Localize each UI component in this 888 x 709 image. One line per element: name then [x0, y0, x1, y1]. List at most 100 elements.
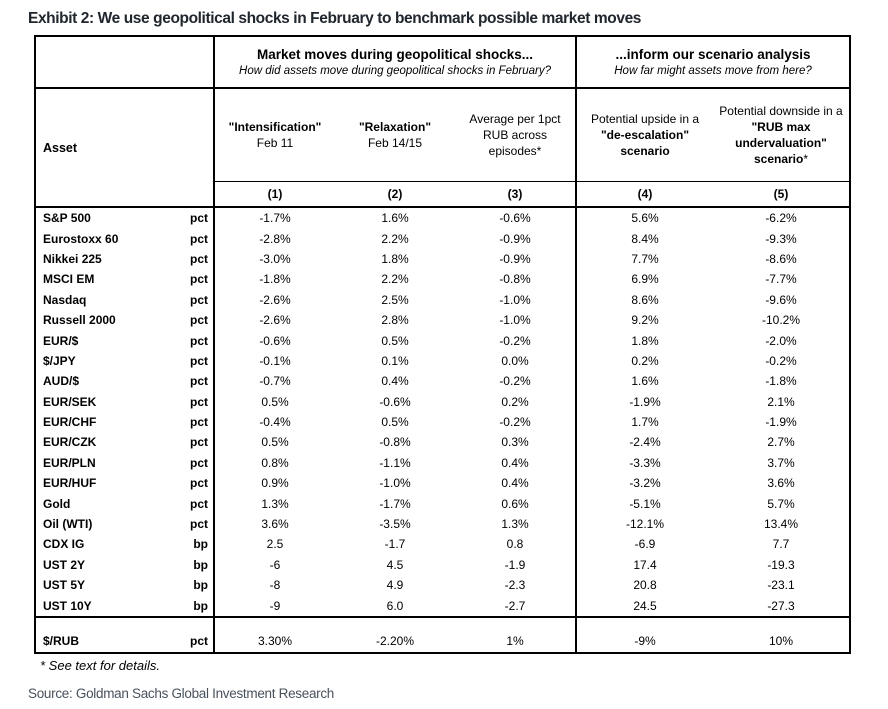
value-cell: -9.6%	[765, 292, 797, 307]
value-cell: -0.8%	[455, 269, 577, 290]
value-cell: -2.8%	[259, 231, 291, 246]
value-cell: -5.1%	[629, 496, 661, 511]
value-cell: -1.7%	[379, 496, 411, 511]
asset-label: EUR/CZK	[43, 435, 97, 450]
value-cell: -8.6%	[765, 251, 797, 266]
value-cell: -1.0%	[379, 476, 411, 491]
asset-cell: $/JPY pct	[35, 350, 215, 372]
asset-label: UST 2Y	[43, 557, 86, 572]
value-cell: -0.7%	[259, 374, 291, 389]
value-cell: -3.3%	[629, 455, 661, 470]
unit-label: bp	[193, 578, 208, 593]
asset-cell: UST 10Y bp	[35, 595, 215, 617]
value-cell: 7.7	[772, 537, 790, 552]
footnote-asterisk: *	[803, 152, 809, 167]
value-cell: -1.1%	[379, 455, 411, 470]
column-header-plain: Average per 1pct RUB across episodes*	[469, 111, 561, 159]
asset-cell: MSCI EM pct	[35, 269, 215, 290]
value-cell: -1.7%	[259, 211, 291, 226]
unit-label: pct	[190, 476, 208, 491]
table-row: EUR/$ pct -0.6% 0.5% -0.2% 1.8% -2.0%	[35, 330, 850, 351]
column-number: (2)	[335, 181, 455, 208]
column-header-rub-max-undervaluation: Potential downside in a "RUB max underva…	[713, 88, 850, 182]
unit-label: pct	[190, 251, 208, 266]
unit-label: pct	[190, 231, 208, 246]
column-number: (3)	[455, 181, 577, 208]
table-row: CDX IG bp 2.5 -1.7 0.8 -6.9 7.7	[35, 534, 850, 555]
table-row: EUR/SEK pct 0.5% -0.6% 0.2% -1.9% 2.1%	[35, 391, 850, 412]
value-cell: -1.0%	[455, 309, 577, 331]
table-row: Eurostoxx 60 pct -2.8% 2.2% -0.9% 8.4% -9.3%	[35, 228, 850, 249]
value-cell: 0.5%	[261, 435, 289, 450]
column-header-de-escalation: Potential upside in a "de-escalation" sc…	[576, 88, 713, 182]
asset-label: Gold	[43, 496, 71, 511]
unit-label: bp	[193, 537, 208, 552]
asset-cell: $/RUB pct	[35, 629, 215, 653]
value-cell: -27.3	[767, 598, 795, 613]
column-header-bold: "Intensification"	[228, 119, 322, 134]
column-header-plain: Potential upside in a	[590, 111, 700, 126]
unit-label: pct	[190, 211, 208, 226]
unit-label: pct	[190, 394, 208, 409]
value-cell: 0.0%	[455, 350, 577, 372]
value-cell: -0.6%	[455, 207, 577, 229]
value-cell: -0.9%	[455, 248, 577, 270]
table-row: Russell 2000 pct -2.6% 2.8% -1.0% 9.2% -10.2%	[35, 309, 850, 331]
asset-cell: UST 2Y bp	[35, 554, 215, 576]
unit-label: pct	[190, 435, 208, 450]
asset-label: CDX IG	[43, 537, 85, 552]
asset-cell: EUR/PLN pct	[35, 452, 215, 474]
column-header-plain: Potential downside in a	[719, 103, 843, 118]
value-cell: 0.5%	[381, 333, 409, 348]
asset-cell: Nikkei 225 pct	[35, 248, 215, 270]
value-cell: -1.8%	[765, 374, 797, 389]
value-cell: 1.6%	[381, 211, 409, 226]
value-cell: 3.30%	[257, 633, 293, 648]
group-header-scenario-analysis: ...inform our scenario analysis How far …	[576, 36, 850, 89]
spacer-cell	[713, 615, 850, 630]
value-cell: 0.4%	[381, 374, 409, 389]
spacer-cell	[35, 615, 215, 630]
value-cell: -1.7	[384, 537, 406, 552]
column-header-intensification: "Intensification" Feb 11	[214, 88, 335, 182]
group-title: Market moves during geopolitical shocks.…	[256, 47, 534, 62]
asset-cell: EUR/CHF pct	[35, 411, 215, 433]
value-cell: -0.8%	[379, 435, 411, 450]
table-row: EUR/CHF pct -0.4% 0.5% -0.2% 1.7% -1.9%	[35, 411, 850, 433]
value-cell: -0.2%	[765, 353, 797, 368]
asset-label: UST 5Y	[43, 578, 86, 593]
asset-label: $/JPY	[43, 353, 76, 368]
table-row: UST 10Y bp -9 6.0 -2.7 24.5 -27.3	[35, 595, 850, 617]
asset-label: EUR/HUF	[43, 476, 97, 491]
value-cell: 1.3%	[455, 513, 577, 535]
value-cell: -1.9	[455, 554, 577, 576]
column-number: (5)	[713, 181, 850, 208]
value-cell: -19.3	[767, 557, 795, 572]
column-header-bold: "Relaxation"	[358, 119, 432, 134]
value-cell: 5.6%	[631, 211, 659, 226]
value-cell: -2.6%	[259, 292, 291, 307]
asset-cell: AUD/$ pct	[35, 371, 215, 392]
asset-label: EUR/CHF	[43, 415, 97, 430]
spacer-cell	[455, 615, 577, 630]
value-cell: -0.2%	[455, 411, 577, 433]
value-cell: 0.5%	[381, 415, 409, 430]
table-footnote: * See text for details.	[40, 657, 160, 673]
value-cell: 6.0	[386, 598, 404, 613]
value-cell: -1.8%	[259, 272, 291, 287]
table-row: UST 2Y bp -6 4.5 -1.9 17.4 -19.3	[35, 554, 850, 576]
asset-label: UST 10Y	[43, 598, 92, 613]
group-header-row: Market moves during geopolitical shocks.…	[35, 36, 850, 89]
asset-cell: EUR/HUF pct	[35, 473, 215, 494]
asset-label: EUR/SEK	[43, 394, 97, 409]
asset-label: Eurostoxx 60	[43, 231, 119, 246]
table-row: Gold pct 1.3% -1.7% 0.6% -5.1% 5.7%	[35, 493, 850, 514]
value-cell: -6.2%	[765, 211, 797, 226]
value-cell: -7.7%	[765, 272, 797, 287]
value-cell: -3.5%	[379, 517, 411, 532]
value-cell: -0.2%	[455, 330, 577, 351]
value-cell: -6.9	[634, 537, 656, 552]
value-cell: 20.8	[633, 578, 657, 593]
asset-cell: Oil (WTI) pct	[35, 513, 215, 535]
asset-cell: UST 5Y bp	[35, 575, 215, 596]
